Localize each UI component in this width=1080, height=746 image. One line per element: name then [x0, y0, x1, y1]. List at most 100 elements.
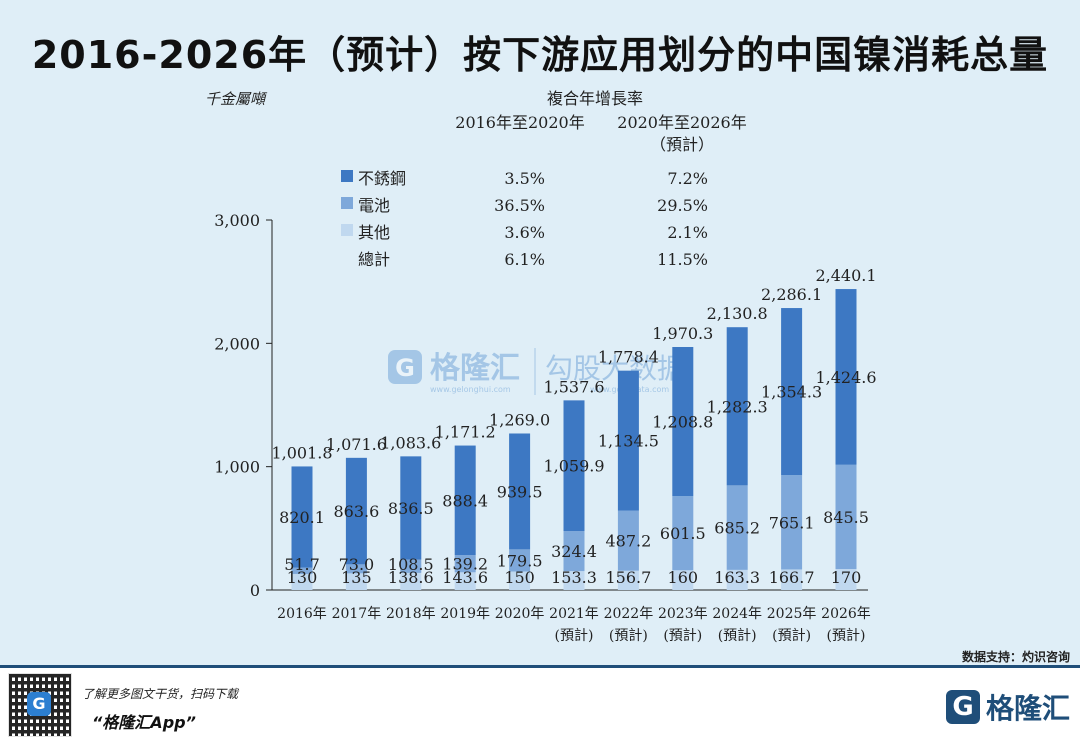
data-label-battery: 487.2: [605, 532, 651, 551]
data-label-other: 135: [341, 568, 372, 587]
bars: [291, 289, 857, 590]
data-label-total: 1,778.4: [598, 348, 659, 367]
bar-其他-2018年: [400, 572, 422, 590]
legend-swatch-電池: [341, 197, 353, 209]
footer-divider: [0, 665, 1080, 668]
cagr-value-2016-2020: 3.5%: [504, 169, 545, 188]
data-label-battery: 601.5: [660, 524, 706, 543]
footer-app-name: “格隆汇App”: [92, 713, 196, 732]
x-tick-sublabel: (預計): [609, 628, 648, 644]
cagr-value-2020-2026: 29.5%: [657, 196, 708, 215]
x-tick-sublabel: (預計): [827, 628, 866, 644]
data-label-battery: 51.7: [284, 555, 320, 574]
watermark: G格隆汇www.gelonghui.com勾股大数据www.gogudata.c…: [388, 348, 685, 395]
data-label-total: 2,286.1: [761, 285, 822, 304]
data-label-stainless: 1,208.8: [652, 413, 713, 432]
x-tick-label: 2024年: [712, 606, 762, 622]
y-tick-label: 3,000: [214, 211, 260, 230]
data-label-other: 156.7: [605, 568, 651, 587]
cagr-col1-header: 2016年至2020年: [455, 113, 584, 132]
data-label-other: 138.6: [388, 568, 434, 587]
bar-其他-2021年: [563, 571, 585, 590]
bar-電池-2026年: [835, 464, 857, 570]
cagr-header: 複合年增長率: [547, 89, 643, 108]
bar-電池-2025年: [781, 475, 803, 570]
bar-不銹鋼-2016年: [291, 466, 313, 568]
data-label-other: 143.6: [442, 568, 488, 587]
data-label-battery: 324.4: [551, 542, 597, 561]
watermark-sub: 勾股大数据: [545, 352, 685, 385]
bar-其他-2022年: [617, 570, 639, 590]
cagr-value-2016-2020: 6.1%: [504, 250, 545, 269]
cagr-value-2016-2020: 36.5%: [494, 196, 545, 215]
bar-其他-2020年: [509, 571, 531, 590]
bar-其他-2025年: [781, 569, 803, 590]
legend-label: 其他: [358, 223, 390, 242]
footer-note: 了解更多图文干货，扫码下载: [82, 687, 239, 701]
data-label-other: 160: [668, 568, 699, 587]
x-tick-label: 2017年: [332, 606, 382, 622]
x-tick-sublabel: (預計): [555, 628, 594, 644]
data-label-battery: 765.1: [769, 513, 815, 532]
data-label-battery: 179.5: [497, 551, 543, 570]
chart-title: 2016-2026年（预计）按下游应用划分的中国镍消耗总量: [31, 33, 1049, 77]
watermark-logo-glyph: G: [395, 354, 415, 382]
cagr-value-2020-2026: 7.2%: [667, 169, 708, 188]
x-tick-sublabel: (預計): [718, 628, 757, 644]
data-label-stainless: 939.5: [497, 482, 543, 501]
x-tick-label: 2022年: [604, 606, 654, 622]
cagr-value-2016-2020: 3.6%: [504, 223, 545, 242]
legend-label: 不銹鋼: [358, 169, 406, 188]
data-label-other: 153.3: [551, 568, 597, 587]
data-label-total: 1,970.3: [652, 324, 713, 343]
bar-其他-2026年: [835, 569, 857, 590]
bar-不銹鋼-2018年: [400, 456, 422, 560]
cagr-legend-table: 不銹鋼 3.5% 7.2% 電池 36.5% 29.5% 其他 3.6% 2.1% 總計 6.1% 1…: [341, 169, 708, 269]
data-label-stainless: 836.5: [388, 499, 434, 518]
x-tick-label: 2025年: [767, 606, 817, 622]
bar-電池-2017年: [345, 564, 367, 574]
footer: G 了解更多图文干货，扫码下载 “格隆汇App” G 格隆汇: [0, 665, 1080, 746]
chart: 千金屬噸 複合年增長率 2016年至2020年 2020年至2026年 （預計）…: [205, 89, 877, 644]
bar-不銹鋼-2022年: [617, 370, 639, 511]
bar-不銹鋼-2023年: [672, 346, 694, 497]
data-label-stainless: 1,059.9: [543, 457, 604, 476]
x-tick-sublabel: (預計): [772, 628, 811, 644]
bar-其他-2023年: [672, 570, 694, 590]
data-label-total: 1,083.6: [380, 433, 441, 452]
x-tick-label: 2020年: [495, 606, 545, 622]
cagr-col2-header: 2020年至2026年: [617, 113, 746, 132]
bar-電池-2020年: [509, 549, 531, 572]
bar-其他-2019年: [454, 572, 476, 590]
unit-label: 千金屬噸: [205, 90, 268, 108]
bar-其他-2024年: [726, 569, 748, 590]
bar-不銹鋼-2017年: [345, 457, 367, 565]
x-axis: 2016年 2017年 2018年 2019年 2020年 2021年 (預計) 2022年 (…: [277, 606, 871, 644]
legend-label: 總計: [358, 250, 390, 269]
x-tick-sublabel: (預計): [663, 628, 702, 644]
brand-logo: G 格隆汇: [945, 685, 1070, 729]
y-tick-label: 0: [250, 581, 260, 600]
bar-其他-2016年: [291, 573, 313, 590]
bar-電池-2024年: [726, 485, 748, 570]
bar-不銹鋼-2021年: [563, 400, 585, 532]
data-label-stainless: 1,354.3: [761, 383, 822, 402]
cagr-col2-sub: （預計）: [650, 135, 714, 154]
x-tick-label: 2023年: [658, 606, 708, 622]
bar-不銹鋼-2020年: [509, 433, 531, 550]
data-label-total: 1,269.0: [489, 410, 550, 429]
bar-電池-2018年: [400, 559, 422, 573]
cagr-value-2020-2026: 11.5%: [657, 250, 708, 269]
data-label-other: 130: [287, 568, 318, 587]
bar-不銹鋼-2024年: [726, 327, 748, 486]
qr-logo-icon: G: [27, 692, 51, 716]
watermark-brand-url: www.gelonghui.com: [430, 385, 511, 394]
data-label-battery: 845.5: [823, 508, 869, 527]
data-label-stainless: 1,424.6: [815, 368, 876, 387]
data-label-battery: 108.5: [388, 555, 434, 574]
data-label-other: 166.7: [769, 568, 815, 587]
bar-電池-2022年: [617, 510, 639, 571]
data-label-battery: 139.2: [442, 555, 488, 574]
x-tick-label: 2016年: [277, 606, 327, 622]
